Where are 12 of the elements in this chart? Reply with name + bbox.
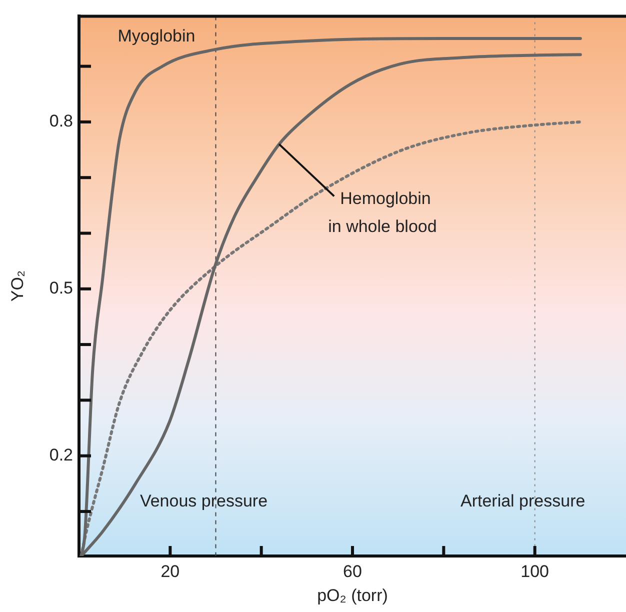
y-tick-label: 0.5 <box>49 278 73 298</box>
annotation: Myoglobin <box>118 26 196 46</box>
x-tick-label: 100 <box>520 562 550 581</box>
y-tick-label: 0.8 <box>49 112 73 131</box>
x-axis-title: pO₂ (torr) <box>317 586 388 606</box>
y-tick-label: 0.2 <box>49 446 73 465</box>
ref-line-label: Venous pressure <box>140 492 268 511</box>
y-axis-title: YO₂ <box>8 270 28 302</box>
x-tick-label: 60 <box>343 562 362 581</box>
ref-line-label: Arterial pressure <box>460 492 586 511</box>
x-tick-label: 20 <box>160 562 180 581</box>
annotation: Hemoglobin in whole blood <box>328 188 437 236</box>
